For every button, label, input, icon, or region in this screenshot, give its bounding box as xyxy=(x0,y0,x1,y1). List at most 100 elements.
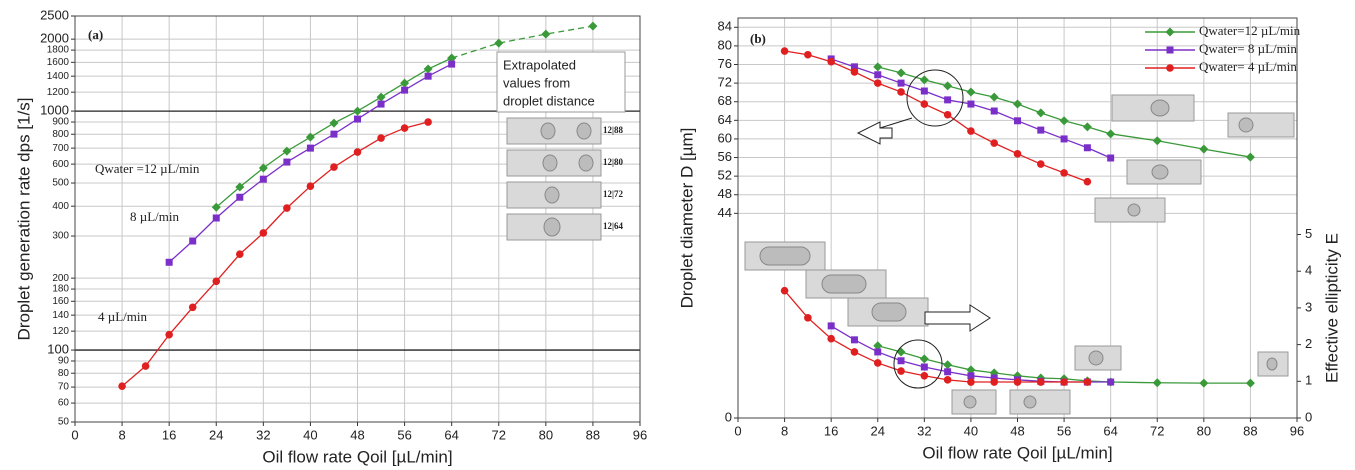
y2-tick-label: 4 xyxy=(1305,263,1312,278)
marker xyxy=(423,64,433,74)
marker xyxy=(1037,126,1045,134)
marker xyxy=(1083,144,1091,152)
marker xyxy=(1166,46,1174,54)
y-tick-label: 90 xyxy=(58,356,70,367)
marker xyxy=(920,87,928,95)
marker xyxy=(1166,64,1174,72)
series-line xyxy=(784,290,1088,383)
droplet xyxy=(1238,117,1254,133)
marker xyxy=(1107,378,1115,386)
droplet xyxy=(578,154,594,172)
y-tick-label: 1000 xyxy=(40,103,69,118)
marker xyxy=(966,87,976,97)
marker xyxy=(1036,378,1045,386)
y-tick-label: 2500 xyxy=(40,7,69,22)
y-tick-label: 100 xyxy=(47,342,69,357)
x-tick-label: 32 xyxy=(917,423,931,438)
x-tick-label: 32 xyxy=(256,427,270,442)
annotation-box xyxy=(496,51,626,113)
droplet xyxy=(1266,357,1278,371)
droplet xyxy=(963,395,977,409)
marker xyxy=(1060,169,1068,177)
annotation: (b) xyxy=(750,31,766,46)
y-tick-label: 700 xyxy=(52,143,69,154)
marker xyxy=(306,144,314,152)
x-tick-label: 88 xyxy=(586,427,600,442)
marker xyxy=(990,139,999,147)
y-tick-label: 2000 xyxy=(40,31,69,46)
annotation: 12|88 xyxy=(603,125,623,135)
marker xyxy=(1152,378,1162,388)
marker xyxy=(850,68,859,76)
y-tick-label: 300 xyxy=(52,231,69,242)
marker xyxy=(920,363,928,371)
x-tick-label: 96 xyxy=(633,427,647,442)
x-axis-label: Oil flow rate Qoil [µL/min] xyxy=(922,443,1112,462)
y2-tick-label: 3 xyxy=(1305,299,1312,314)
droplet xyxy=(1127,203,1141,217)
marker xyxy=(211,202,221,212)
micrograph xyxy=(506,181,602,209)
marker xyxy=(804,50,812,59)
annotation: 8 µL/min xyxy=(130,209,180,224)
marker xyxy=(780,286,789,295)
marker xyxy=(235,182,245,192)
marker xyxy=(329,118,339,128)
marker xyxy=(283,204,291,212)
x-tick-label: 56 xyxy=(397,427,411,442)
droplet xyxy=(821,274,867,294)
y-tick-label: 44 xyxy=(718,205,732,220)
annotation: Qwater =12 µL/min xyxy=(95,161,200,176)
legend-label: Qwater= 4 µL/min xyxy=(1199,59,1297,74)
marker xyxy=(873,79,882,87)
highlight-circle xyxy=(906,69,964,127)
marker xyxy=(353,148,362,156)
annotation: 12|64 xyxy=(603,221,623,231)
arrow-right xyxy=(924,304,991,332)
x-tick-label: 0 xyxy=(734,423,741,438)
marker xyxy=(874,348,882,356)
marker xyxy=(376,92,386,102)
droplet xyxy=(576,122,592,140)
marker xyxy=(259,175,267,183)
marker xyxy=(494,38,504,48)
x-tick-label: 80 xyxy=(1197,423,1211,438)
x-tick-label: 72 xyxy=(1150,423,1164,438)
y-tick-label: 1200 xyxy=(47,87,70,98)
marker xyxy=(424,72,432,80)
marker xyxy=(1014,117,1021,125)
y-axis-label: Droplet generation rate dps [1/s] xyxy=(14,98,33,341)
marker xyxy=(306,182,315,190)
marker xyxy=(989,92,999,102)
y-tick-label: 84 xyxy=(718,19,732,34)
micrograph xyxy=(1111,94,1195,122)
y-tick-label: 200 xyxy=(52,273,69,284)
y-tick-label: 64 xyxy=(718,112,732,127)
marker xyxy=(188,303,197,312)
marker xyxy=(212,277,221,286)
marker xyxy=(897,79,905,87)
marker xyxy=(827,334,835,343)
marker xyxy=(1107,154,1115,162)
x-tick-label: 24 xyxy=(871,423,885,438)
marker xyxy=(943,110,952,119)
marker xyxy=(1060,378,1068,386)
legend-label: Qwater= 8 µL/min xyxy=(1199,41,1297,56)
y-tick-label: 900 xyxy=(52,117,69,128)
y-tick-label: 500 xyxy=(52,178,69,189)
marker xyxy=(165,258,173,266)
x-tick-label: 56 xyxy=(1057,423,1071,438)
plot-frame xyxy=(737,17,1298,419)
marker xyxy=(1036,108,1046,118)
x-tick-label: 40 xyxy=(964,423,978,438)
x-tick-label: 0 xyxy=(71,427,78,442)
y-tick-label: 80 xyxy=(718,37,732,52)
marker xyxy=(944,96,952,104)
marker xyxy=(353,106,362,116)
marker xyxy=(1059,116,1069,126)
marker xyxy=(967,100,975,108)
legend-label: Qwater=12 µL/min xyxy=(1199,23,1301,38)
annotation: (a) xyxy=(88,27,103,42)
marker xyxy=(780,47,789,55)
